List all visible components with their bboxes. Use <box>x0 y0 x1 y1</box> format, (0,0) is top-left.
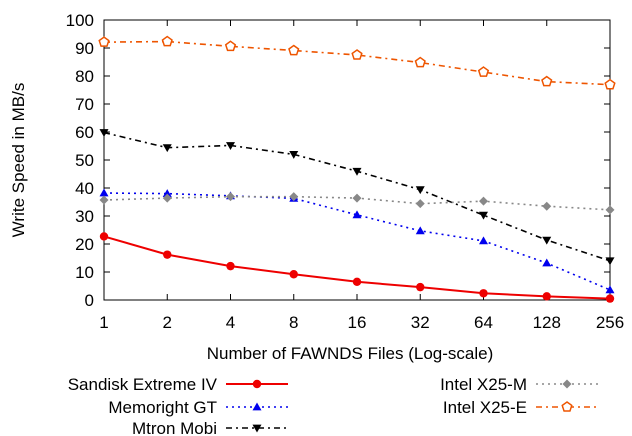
data-point-sandisk-extreme-iv <box>289 270 298 279</box>
x-tick-label: 8 <box>289 313 298 332</box>
y-tick-label: 20 <box>75 235 94 254</box>
legend: Sandisk Extreme IV Memoright GT Mtron Mobi… <box>68 375 598 436</box>
x-tick-label: 2 <box>163 313 172 332</box>
y-tick-label: 50 <box>75 151 94 170</box>
data-point-memoright-gt <box>415 226 425 235</box>
axes <box>103 19 611 301</box>
data-point-sandisk-extreme-iv <box>416 282 425 292</box>
data-point-mtron-mobi <box>226 142 235 150</box>
series-line-intel-x25-e <box>103 40 611 86</box>
y-tick-label: 70 <box>75 95 94 114</box>
legend-entry-memoright-gt: Memoright GT <box>108 398 288 417</box>
series-line-memoright-gt <box>103 192 611 291</box>
data-point-memoright-gt <box>605 285 615 294</box>
data-point-memoright-gt <box>542 258 552 267</box>
data-point-mtron-mobi <box>99 129 109 138</box>
legend-label: Intel X25-E <box>443 398 527 417</box>
plot-frame <box>103 19 611 301</box>
y-tick-label: 0 <box>85 291 94 310</box>
data-point-mtron-mobi <box>605 257 615 266</box>
data-point-intel-x25-e <box>224 40 237 52</box>
y-tick-label: 40 <box>75 179 94 198</box>
series-sandisk-extreme-iv <box>99 232 615 303</box>
data-point-intel-x25-m <box>226 192 235 202</box>
data-point-mtron-mobi <box>289 151 299 159</box>
data-point-sandisk-extreme-iv <box>605 294 615 303</box>
data-point-sandisk-extreme-iv <box>479 289 488 298</box>
x-tick-label: 4 <box>226 313 235 332</box>
y-tick-label: 80 <box>75 67 94 86</box>
data-point-sandisk-extreme-iv <box>99 232 109 241</box>
data-point-intel-x25-m <box>605 205 615 215</box>
x-tick-label: 16 <box>348 313 367 332</box>
series-layer <box>98 35 616 303</box>
data-point-intel-x25-m <box>479 196 488 206</box>
series-intel-x25-e <box>98 35 616 90</box>
data-point-mtron-mobi <box>352 167 362 176</box>
series-line-sandisk-extreme-iv <box>103 235 611 300</box>
data-point-intel-x25-e <box>98 36 110 47</box>
data-point-intel-x25-e <box>414 56 426 68</box>
y-tick-label: 10 <box>75 263 94 282</box>
data-point-memoright-gt <box>352 210 362 219</box>
data-point-sandisk-extreme-iv <box>226 261 235 271</box>
legend-entry-intel-x25-e: Intel X25-E <box>443 398 598 417</box>
x-axis-label: Number of FAWNDS Files (Log-scale) <box>207 344 494 363</box>
legend-entry-sandisk-extreme-iv: Sandisk Extreme IV <box>68 375 288 394</box>
series-memoright-gt <box>99 188 615 294</box>
data-point-intel-x25-m <box>415 199 425 209</box>
y-axis-ticks: 0 10 20 30 40 50 60 70 80 90 100 <box>66 11 610 310</box>
data-point-sandisk-extreme-iv <box>542 292 551 301</box>
y-axis-label: Write Speed in MB/s <box>9 83 28 238</box>
x-axis-ticks: 1 2 4 8 16 32 64 128 256 <box>99 20 624 332</box>
y-tick-label: 90 <box>75 39 94 58</box>
x-tick-label: 1 <box>99 313 108 332</box>
data-point-intel-x25-e <box>604 78 616 90</box>
series-mtron-mobi <box>99 129 615 266</box>
data-point-mtron-mobi <box>162 144 172 153</box>
x-tick-label: 64 <box>474 313 493 332</box>
x-tick-label: 32 <box>411 313 430 332</box>
legend-entry-mtron-mobi: Mtron Mobi <box>132 419 288 436</box>
data-point-intel-x25-m <box>542 201 552 211</box>
series-intel-x25-m <box>99 192 615 215</box>
legend-label: Sandisk Extreme IV <box>68 375 218 394</box>
legend-marker-sample <box>252 424 262 433</box>
data-point-intel-x25-e <box>161 35 173 47</box>
data-point-memoright-gt <box>99 188 109 197</box>
x-tick-label: 128 <box>533 313 561 332</box>
data-point-intel-x25-e <box>351 49 363 60</box>
y-tick-label: 30 <box>75 207 94 226</box>
y-tick-label: 100 <box>66 11 94 30</box>
data-point-mtron-mobi <box>415 186 425 195</box>
data-point-intel-x25-m <box>289 192 299 202</box>
legend-marker-sample <box>562 379 572 389</box>
x-tick-label: 256 <box>596 313 624 332</box>
legend-label: Memoright GT <box>108 398 217 417</box>
data-point-intel-x25-m <box>162 193 172 203</box>
legend-marker-sample <box>252 379 262 389</box>
data-point-sandisk-extreme-iv <box>352 277 362 286</box>
legend-label: Mtron Mobi <box>132 419 217 436</box>
y-tick-label: 60 <box>75 123 94 142</box>
data-point-mtron-mobi <box>479 211 488 220</box>
legend-label: Intel X25-M <box>440 375 527 394</box>
data-point-intel-x25-m <box>352 193 362 203</box>
data-point-memoright-gt <box>162 189 172 197</box>
legend-marker-sample <box>252 402 262 411</box>
data-point-mtron-mobi <box>542 236 552 245</box>
data-point-intel-x25-m <box>99 195 109 205</box>
legend-marker-sample <box>561 401 573 412</box>
data-point-intel-x25-e <box>288 44 300 56</box>
data-point-intel-x25-e <box>541 75 553 87</box>
data-point-memoright-gt <box>479 236 488 245</box>
legend-entry-intel-x25-m: Intel X25-M <box>440 375 598 394</box>
data-point-intel-x25-e <box>477 66 490 77</box>
data-point-sandisk-extreme-iv <box>163 250 172 259</box>
